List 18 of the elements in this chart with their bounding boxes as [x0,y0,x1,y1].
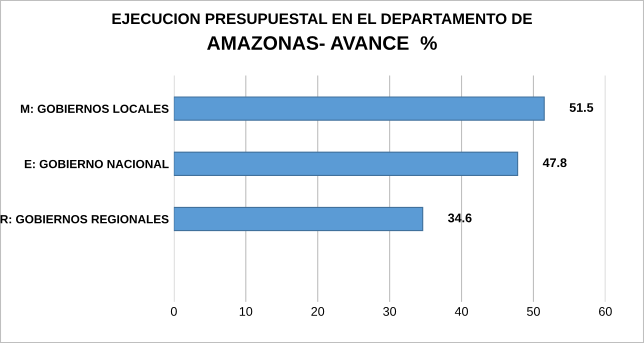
data-label: 34.6 [448,214,472,222]
x-tick-label: 50 [526,307,540,316]
x-tick-label: 0 [170,307,177,316]
y-tick-label: E: GOBIERNO NACIONAL [24,160,169,168]
x-tick-label: 30 [383,307,396,316]
bar [174,96,545,121]
x-tick-label: 40 [454,307,468,316]
bar [174,152,518,176]
data-label: 51.5 [570,103,594,112]
bar [174,206,424,232]
x-tick-label: 10 [240,307,252,316]
data-label: 47.8 [542,158,567,168]
y-tick-label: M: GOBIERNOS LOCALES [20,104,169,113]
x-tick-label: 20 [311,307,324,316]
y-tick-label: R: GOBIERNOS REGIONALES [0,215,169,224]
chart-title: EJECUCION PRESUPUESTAL EN EL DEPARTAMENTO DE [112,13,532,24]
chart-subtitle: AMAZONAS- AVANCE % [207,36,437,50]
x-tick-label: 60 [599,307,612,316]
